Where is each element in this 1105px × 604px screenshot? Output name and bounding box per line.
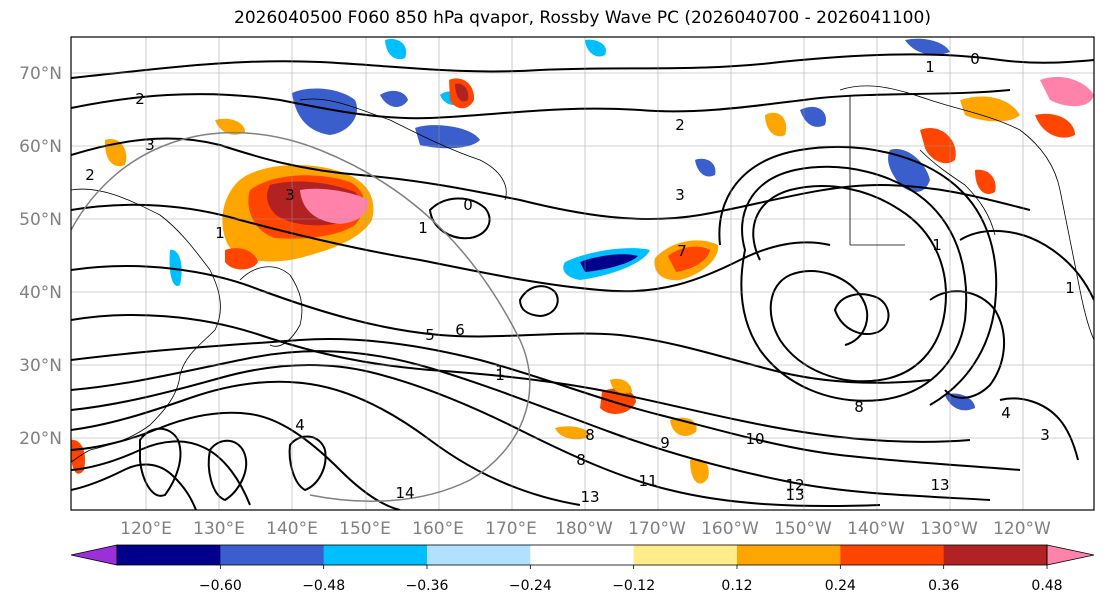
contour-label: 12 <box>785 476 804 494</box>
contour-label: 3 <box>285 186 295 204</box>
longitude-label: 130°E <box>193 519 245 539</box>
contour-label: 14 <box>395 484 414 502</box>
colorbar-tick-label: 0.12 <box>721 578 752 594</box>
contour-label: 1 <box>925 58 935 76</box>
colorbar-tick-label: −0.60 <box>199 578 242 594</box>
contour-label: 2 <box>135 90 145 108</box>
longitude-label: 120°W <box>993 519 1051 539</box>
colorbar-segment <box>737 545 841 565</box>
contour-label: 3 <box>1040 426 1050 444</box>
latitude-label: 50°N <box>19 210 62 230</box>
latitude-axis: 70°N 60°N 50°N 40°N 30°N 20°N <box>19 64 62 449</box>
contour-label: 1 <box>495 366 505 384</box>
map-border <box>70 36 1095 511</box>
colorbar-tick-label: 0.48 <box>1031 578 1062 594</box>
colorbar-tick-label: −0.36 <box>406 578 449 594</box>
contour-label: 8 <box>576 451 586 469</box>
contour-label: 2 <box>675 116 685 134</box>
contour-label: 3 <box>675 186 685 204</box>
contour-label: 6 <box>455 321 465 339</box>
contour-label: 13 <box>785 486 804 504</box>
colorbar-extend-min <box>70 544 118 566</box>
contour-label: 1 <box>215 224 225 242</box>
colorbar-tick-label: −0.48 <box>302 578 345 594</box>
longitude-label: 140°W <box>847 519 905 539</box>
longitude-label: 160°W <box>701 519 759 539</box>
longitude-label: 120°E <box>120 519 172 539</box>
contour-label: 5 <box>425 326 435 344</box>
contour-label: 13 <box>930 476 949 494</box>
contour-label: 4 <box>1001 404 1011 422</box>
latitude-label: 30°N <box>19 356 62 376</box>
contour-label: 3 <box>145 136 155 154</box>
longitude-label: 130°W <box>920 519 978 539</box>
contour-lines <box>71 53 1094 510</box>
contour-label: 2 <box>85 166 95 184</box>
latitude-label: 70°N <box>19 64 62 84</box>
qvapor-shading <box>71 38 1094 484</box>
graticule <box>71 37 1094 510</box>
colorbar-extend-max <box>1046 544 1095 566</box>
colorbar: −0.60 −0.48 −0.36 −0.24 −0.12 0.12 0.24 0.36 0.4… <box>70 544 1095 594</box>
contour-label: 0 <box>970 50 980 68</box>
colorbar-tick-label: −0.24 <box>509 578 552 594</box>
colorbar-tick-label: −0.12 <box>612 578 655 594</box>
colorbar-segment <box>117 545 221 565</box>
colorbar-segment <box>427 545 531 565</box>
forecast-arc <box>71 131 531 502</box>
contour-label: 0 <box>463 196 473 214</box>
contour-label: 4 <box>295 416 305 434</box>
contour-label: 1 <box>932 236 942 254</box>
contour-label: 7 <box>677 242 687 260</box>
longitude-label: 140°E <box>266 519 318 539</box>
contour-label: 1 <box>418 219 428 237</box>
colorbar-segment <box>220 545 325 565</box>
colorbar-segment <box>943 545 1048 565</box>
colorbar-tick-label: 0.36 <box>928 578 959 594</box>
contour-label: 11 <box>638 472 657 490</box>
longitude-label: 170°W <box>628 519 686 539</box>
colorbar-segment <box>323 545 428 565</box>
contour-label: 1 <box>1065 279 1075 297</box>
contour-label: 10 <box>745 430 764 448</box>
colorbar-outline <box>116 544 1048 566</box>
colorbar-segment <box>530 545 635 565</box>
colorbar-segment <box>633 545 738 565</box>
contour-label: 8 <box>854 398 864 416</box>
latitude-label: 20°N <box>19 429 62 449</box>
colorbar-tick-label: 0.24 <box>825 578 856 594</box>
contour-label: 1 <box>495 362 505 380</box>
contour-label: 8 <box>585 426 595 444</box>
coastlines <box>71 85 1094 463</box>
latitude-label: 60°N <box>19 137 62 157</box>
colorbar-segment <box>840 545 945 565</box>
longitude-label: 160°E <box>412 519 464 539</box>
map-title: 2026040500 F060 850 hPa qvapor, Rossby W… <box>234 8 931 28</box>
latitude-label: 40°N <box>19 283 62 303</box>
longitude-label: 170°E <box>485 519 537 539</box>
longitude-label: 150°E <box>339 519 391 539</box>
contour-label: 9 <box>660 434 670 452</box>
longitude-label: 180°W <box>555 519 613 539</box>
contour-label: 13 <box>580 488 599 506</box>
longitude-axis: 120°E 130°E 140°E 150°E 160°E 170°E 180°W 170°W… <box>120 519 1051 539</box>
longitude-label: 150°W <box>774 519 832 539</box>
